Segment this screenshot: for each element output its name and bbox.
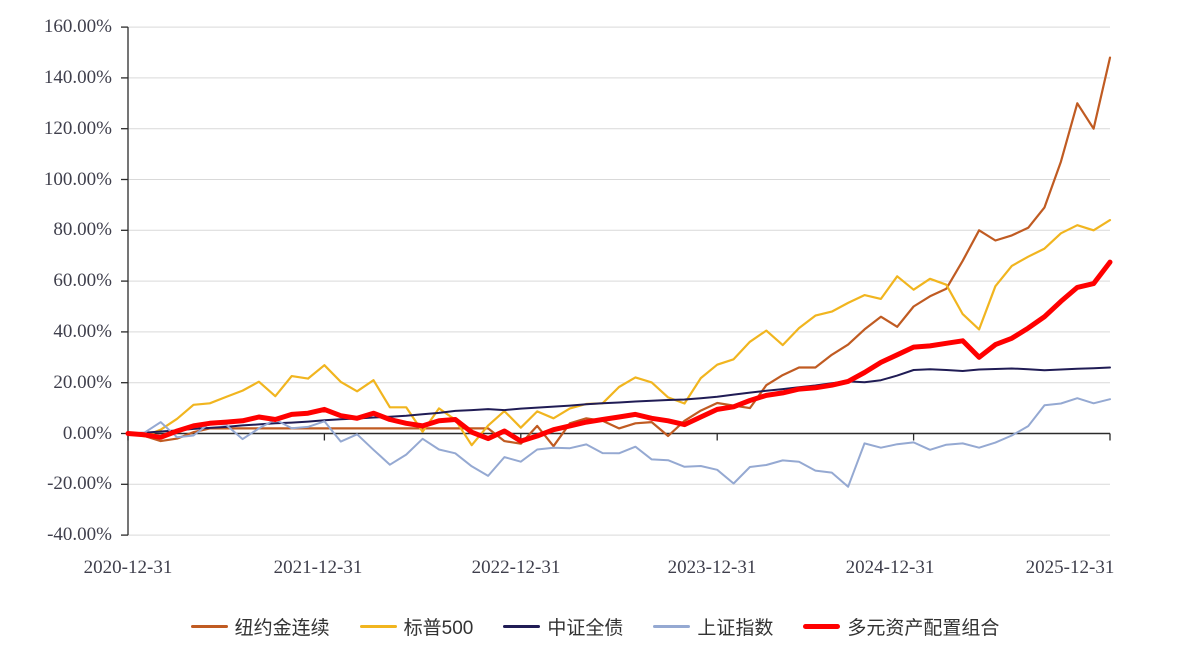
legend-label: 标普500 <box>403 618 474 639</box>
x-axis-tick-label: 2020-12-31 <box>83 557 173 578</box>
legend-line-swatch <box>803 624 841 629</box>
series-line-上证指数 <box>127 397 1111 488</box>
y-axis-tick-label: 160.00% <box>43 16 112 38</box>
x-axis-tick-label: 2025-12-31 <box>1025 557 1115 578</box>
legend-line-swatch <box>359 625 397 628</box>
x-axis-tick-label: 2023-12-31 <box>667 557 757 578</box>
legend-item-标普500: 标普500 <box>359 613 474 640</box>
legend-item-中证全债: 中证全债 <box>503 613 623 640</box>
x-axis-tick-label: 2022-12-31 <box>471 557 561 578</box>
legend-line-swatch <box>190 625 228 628</box>
legend-item-上证指数: 上证指数 <box>653 613 773 640</box>
y-axis-tick-label: 60.00% <box>53 270 112 292</box>
series-line-多元资产配置组合 <box>125 259 1113 444</box>
legend-item-多元资产配置组合: 多元资产配置组合 <box>803 613 999 640</box>
legend-label: 纽约金连续 <box>234 618 330 639</box>
series-line-中证全债 <box>127 366 1111 435</box>
y-axis-tick-label: 0.00% <box>62 422 112 444</box>
legend-label: 多元资产配置组合 <box>847 618 1000 639</box>
y-axis-tick-label: 80.00% <box>53 219 112 241</box>
x-axis-tick-label: 2021-12-31 <box>273 557 363 578</box>
series-line-标普500 <box>126 219 1112 447</box>
legend-label: 中证全债 <box>547 618 624 639</box>
legend-line-swatch <box>503 625 541 628</box>
legend-label: 上证指数 <box>697 618 774 639</box>
y-axis-tick-label: 40.00% <box>53 320 112 342</box>
x-axis-tick-label: 2024-12-31 <box>845 557 935 578</box>
y-axis-tick-label: 120.00% <box>43 117 112 139</box>
y-axis-tick-label: 20.00% <box>53 371 112 393</box>
y-axis-tick-label: 140.00% <box>43 66 112 88</box>
legend: 纽约金连续 标普500 中证全债 上证指数 多元资产配置组合 <box>0 613 1190 640</box>
legend-item-纽约金连续: 纽约金连续 <box>190 613 330 640</box>
y-axis-tick-label: -20.00% <box>47 473 112 495</box>
legend-line-swatch <box>653 625 691 628</box>
y-axis-tick-label: -40.00% <box>47 524 112 546</box>
y-axis-tick-label: 100.00% <box>43 168 112 190</box>
